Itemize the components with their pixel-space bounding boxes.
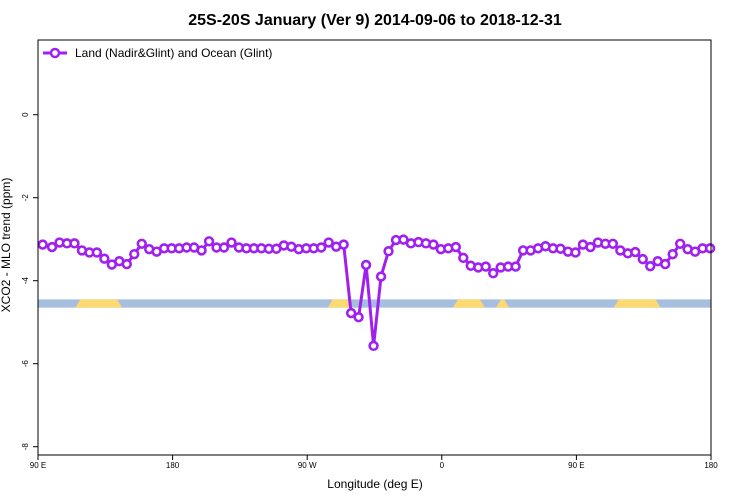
surface-type-band [38, 299, 711, 308]
y-tick-label: -2 [21, 194, 30, 202]
data-point [368, 340, 379, 352]
x-tick-label: 90 E [30, 461, 46, 470]
y-axis: 0 -2 -4 -6 -8 [21, 112, 38, 450]
data-point [203, 236, 215, 247]
data-point [69, 238, 80, 249]
data-point [645, 260, 656, 272]
data-point [375, 271, 387, 282]
data-point [480, 261, 491, 272]
data-point [383, 246, 394, 257]
data-point [46, 241, 58, 253]
data-point [226, 237, 237, 248]
data-point [674, 238, 686, 249]
data-point [667, 248, 678, 260]
data-point [99, 253, 110, 264]
series-layer [37, 234, 716, 352]
legend-label: Land (Nadir&Glint) and Ocean (Glint) [75, 46, 272, 60]
data-point [637, 253, 648, 265]
chart-title: 25S-20S January (Ver 9) 2014-09-06 to 20… [188, 12, 562, 29]
data-point [570, 247, 581, 258]
data-point [450, 241, 462, 253]
data-point [585, 241, 596, 253]
data-point [91, 247, 103, 258]
data-point [510, 261, 521, 272]
x-tick-label: 0 [440, 461, 445, 470]
x-tick-label: 90 E [568, 461, 584, 470]
series-line-0 [42, 238, 711, 348]
land-band-segment-3 [496, 299, 510, 308]
data-point [338, 239, 349, 250]
data-point [323, 237, 334, 248]
x-axis: 90 E 180 90 W 0 90 E 180 [30, 455, 718, 470]
y-axis-label: XCO2 - MLO trend (ppm) [0, 178, 13, 313]
plot-frame [37, 39, 712, 456]
data-point [136, 238, 147, 249]
data-point [37, 239, 48, 250]
data-point [704, 243, 716, 254]
data-point [353, 312, 364, 323]
y-tick-label: -8 [21, 443, 30, 451]
data-point [428, 239, 439, 250]
data-point [316, 242, 327, 253]
data-point [488, 268, 499, 279]
data-point [458, 252, 469, 264]
x-tick-label: 180 [704, 461, 718, 470]
data-point [659, 258, 671, 270]
x-axis-label: Longitude (deg E) [327, 477, 422, 491]
land-band-segment-1 [327, 299, 353, 308]
x-tick-label: 180 [166, 461, 180, 470]
data-point [129, 248, 140, 260]
data-point [196, 245, 207, 256]
ocean-band [38, 299, 711, 308]
y-tick-label: -4 [21, 277, 30, 285]
data-point [607, 238, 619, 249]
y-tick-label: -6 [21, 360, 30, 368]
data-point [345, 307, 357, 319]
x-tick-label: 90 W [298, 461, 317, 470]
data-point [630, 246, 641, 258]
legend: Land (Nadir&Glint) and Ocean (Glint) [43, 46, 272, 60]
land-band-segment-4 [613, 299, 661, 308]
land-band-segment-2 [453, 299, 485, 308]
data-point [121, 258, 132, 270]
land-band-segment-0 [75, 299, 123, 308]
y-tick-label: 0 [21, 112, 30, 117]
legend-marker [49, 47, 61, 59]
data-point [360, 259, 372, 271]
data-point [218, 242, 230, 253]
